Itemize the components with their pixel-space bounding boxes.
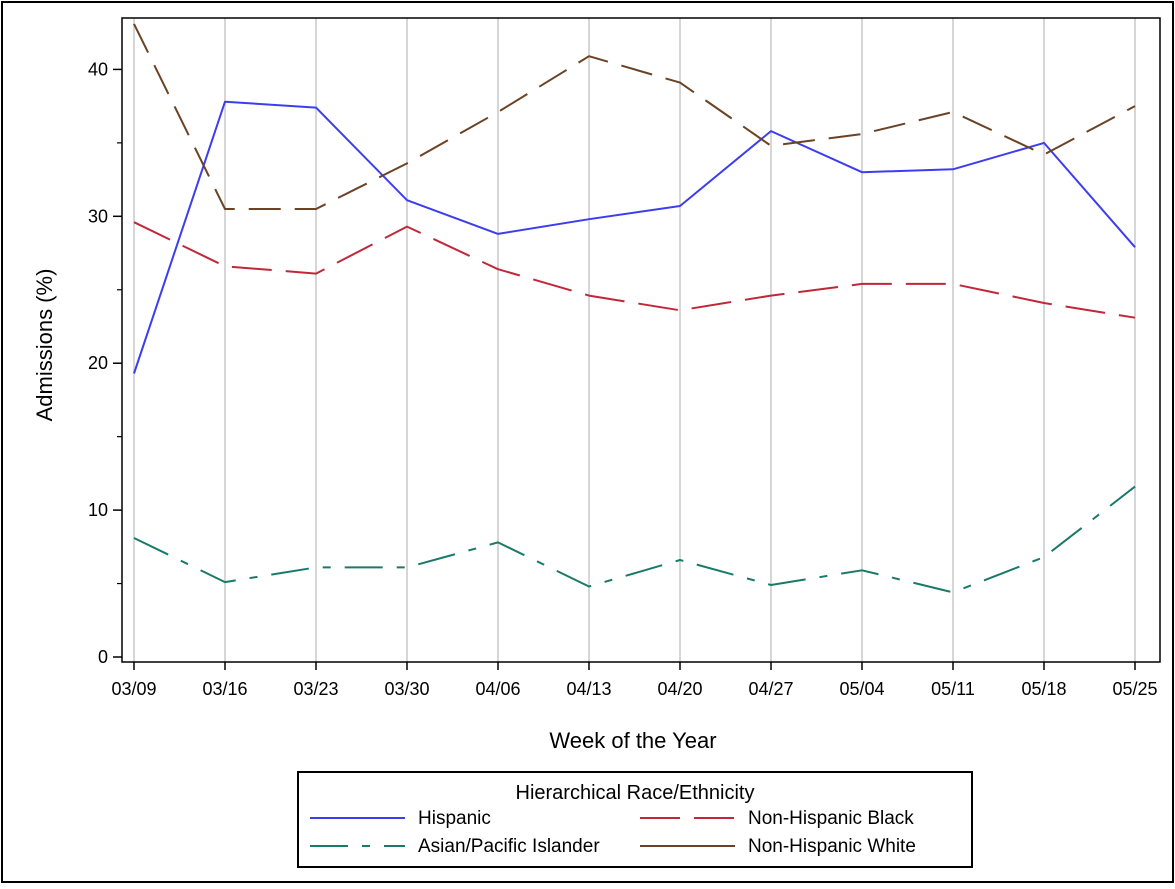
y-tick-label: 40 [88, 59, 108, 79]
legend-label: Hispanic [418, 808, 491, 829]
legend-label: Asian/Pacific Islander [418, 836, 600, 857]
x-tick-label: 03/09 [111, 679, 156, 699]
series-line-hispanic [133, 100, 1136, 374]
y-tick-label: 20 [88, 353, 108, 373]
legend-title: Hierarchical Race/Ethnicity [516, 782, 755, 804]
axes: 03/09 03/16 03/23 03/30 04/06 04/13 04/20 04/27… [88, 59, 1158, 699]
gridlines [133, 18, 1136, 662]
x-tick-label: 03/16 [202, 679, 247, 699]
legend-label: Non-Hispanic White [748, 836, 916, 857]
x-tick-label: 05/04 [839, 679, 884, 699]
plot-frame [121, 17, 1161, 663]
x-tick-label: 04/20 [657, 679, 702, 699]
y-axis-label: Admissions (%) [32, 269, 57, 422]
x-tick-label: 04/13 [566, 679, 611, 699]
y-tick-label: 30 [88, 206, 108, 226]
y-tick-label: 0 [98, 647, 108, 667]
x-tick-label: 05/18 [1021, 679, 1066, 699]
series-line-asian-pacific-islander [133, 485, 1136, 594]
legend-items: Hispanic Non-Hispanic Black Asian/Pacific … [310, 808, 916, 857]
legend-label: Non-Hispanic Black [748, 808, 914, 829]
x-tick-label: 04/06 [475, 679, 520, 699]
x-axis-label: Week of the Year [549, 728, 716, 753]
x-tick-label: 03/30 [384, 679, 429, 699]
y-tick-label: 10 [88, 500, 108, 520]
x-tick-label: 03/23 [293, 679, 338, 699]
series-line-non-hispanic-black [133, 221, 1136, 319]
x-tick-label: 05/25 [1112, 679, 1157, 699]
series-lines [133, 23, 1136, 594]
legend: Hierarchical Race/Ethnicity Hispanic Non-… [297, 771, 973, 868]
x-tick-label: 04/27 [748, 679, 793, 699]
x-tick-label: 05/11 [931, 679, 975, 699]
series-line-non-hispanic-white [133, 23, 1136, 210]
legend-box [297, 771, 973, 868]
